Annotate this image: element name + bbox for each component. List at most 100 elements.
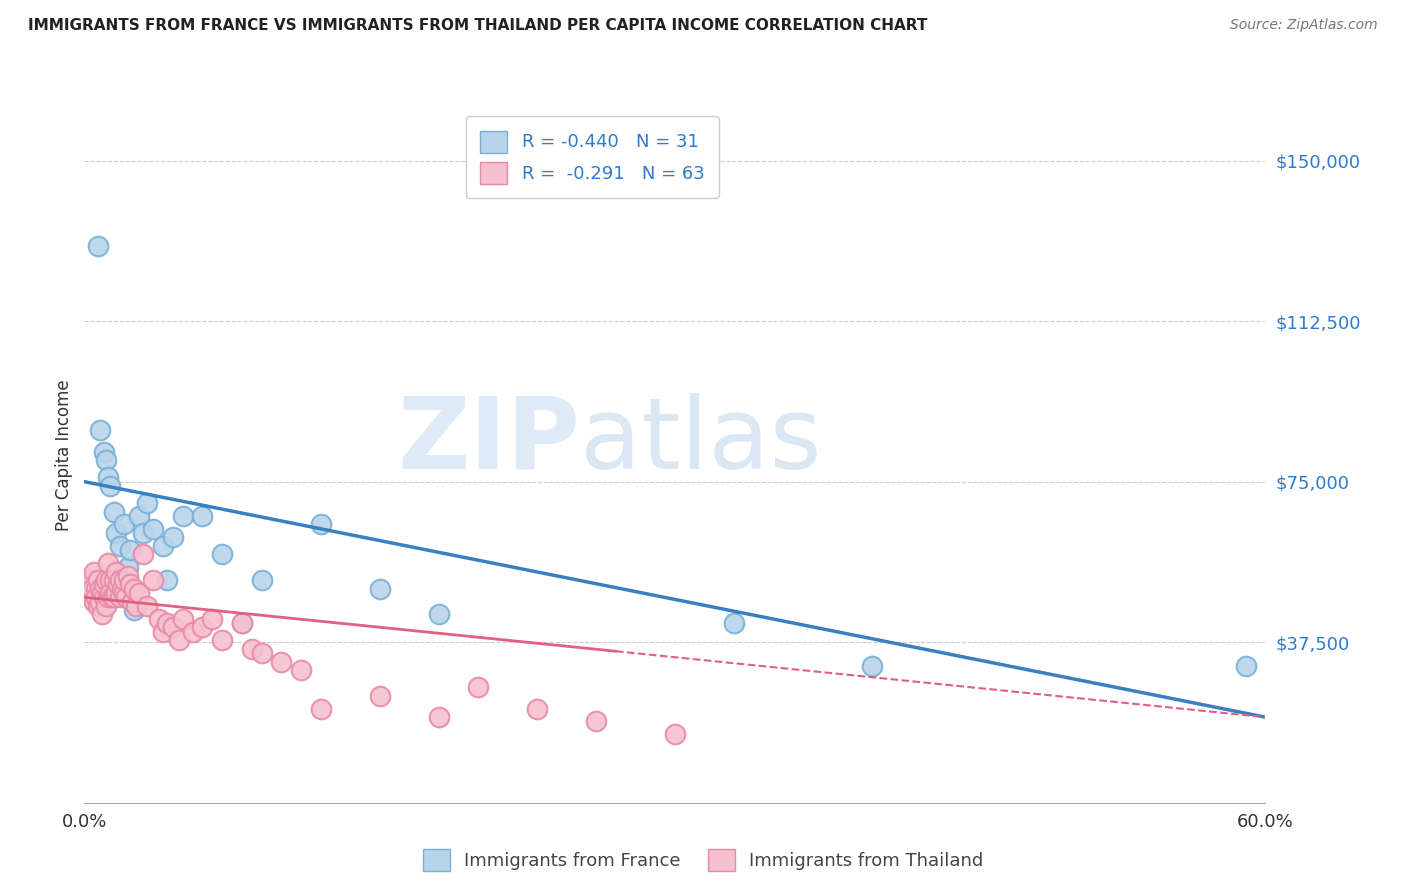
Point bbox=[98, 586, 121, 600]
Point bbox=[172, 508, 194, 523]
Point bbox=[467, 680, 489, 694]
Point bbox=[250, 573, 273, 587]
Point bbox=[211, 548, 233, 562]
Point bbox=[121, 594, 143, 608]
Point bbox=[87, 599, 110, 613]
Point bbox=[87, 239, 110, 253]
Point bbox=[103, 591, 125, 605]
Point bbox=[98, 573, 121, 587]
Point bbox=[108, 539, 131, 553]
Point bbox=[427, 607, 450, 622]
Point bbox=[128, 586, 150, 600]
Point bbox=[240, 641, 263, 656]
Point bbox=[162, 620, 184, 634]
Point bbox=[107, 577, 129, 591]
Point bbox=[664, 727, 686, 741]
Point bbox=[231, 615, 253, 630]
Point bbox=[132, 526, 155, 541]
Point bbox=[191, 620, 214, 634]
Point bbox=[152, 624, 174, 639]
Point bbox=[114, 591, 136, 605]
Point bbox=[368, 689, 391, 703]
Point bbox=[723, 615, 745, 630]
Point bbox=[97, 470, 120, 484]
Point bbox=[89, 423, 111, 437]
Point bbox=[211, 633, 233, 648]
Point bbox=[250, 646, 273, 660]
Point bbox=[124, 599, 146, 613]
Point bbox=[104, 586, 127, 600]
Point bbox=[148, 612, 170, 626]
Point bbox=[231, 615, 253, 630]
Point bbox=[309, 701, 332, 715]
Point bbox=[368, 582, 391, 596]
Point bbox=[108, 591, 131, 605]
Point bbox=[87, 573, 110, 587]
Point bbox=[101, 591, 124, 605]
Point bbox=[94, 599, 117, 613]
Point bbox=[104, 526, 127, 541]
Point bbox=[860, 658, 883, 673]
Point bbox=[82, 582, 104, 596]
Point bbox=[93, 591, 115, 605]
Point bbox=[201, 612, 224, 626]
Point bbox=[270, 655, 292, 669]
Point bbox=[191, 508, 214, 523]
Point bbox=[156, 573, 179, 587]
Point bbox=[118, 543, 141, 558]
Point bbox=[94, 453, 117, 467]
Point bbox=[122, 582, 145, 596]
Point bbox=[136, 496, 159, 510]
Point bbox=[167, 633, 190, 648]
Point bbox=[112, 586, 135, 600]
Point bbox=[122, 603, 145, 617]
Point bbox=[427, 710, 450, 724]
Point bbox=[136, 599, 159, 613]
Text: ZIP: ZIP bbox=[398, 392, 581, 490]
Point bbox=[162, 530, 184, 544]
Point bbox=[79, 573, 101, 587]
Point bbox=[117, 569, 139, 583]
Point bbox=[112, 573, 135, 587]
Point bbox=[181, 624, 204, 639]
Point bbox=[152, 539, 174, 553]
Legend: R = -0.440   N = 31, R =  -0.291   N = 63: R = -0.440 N = 31, R = -0.291 N = 63 bbox=[465, 116, 718, 198]
Point bbox=[97, 591, 120, 605]
Point bbox=[290, 663, 312, 677]
Point bbox=[103, 505, 125, 519]
Point bbox=[108, 573, 131, 587]
Point bbox=[132, 548, 155, 562]
Point bbox=[84, 591, 107, 605]
Text: IMMIGRANTS FROM FRANCE VS IMMIGRANTS FROM THAILAND PER CAPITA INCOME CORRELATION: IMMIGRANTS FROM FRANCE VS IMMIGRANTS FRO… bbox=[28, 18, 928, 33]
Point bbox=[142, 573, 165, 587]
Point bbox=[93, 577, 115, 591]
Text: atlas: atlas bbox=[581, 392, 823, 490]
Point bbox=[98, 479, 121, 493]
Point bbox=[83, 594, 105, 608]
Point bbox=[172, 612, 194, 626]
Point bbox=[89, 594, 111, 608]
Y-axis label: Per Capita Income: Per Capita Income bbox=[55, 379, 73, 531]
Point bbox=[526, 701, 548, 715]
Point bbox=[156, 615, 179, 630]
Point bbox=[112, 517, 135, 532]
Point bbox=[94, 573, 117, 587]
Point bbox=[128, 508, 150, 523]
Point bbox=[103, 573, 125, 587]
Point bbox=[93, 444, 115, 458]
Point bbox=[91, 586, 114, 600]
Point bbox=[97, 556, 120, 570]
Point bbox=[1234, 658, 1257, 673]
Point bbox=[585, 714, 607, 729]
Point bbox=[142, 522, 165, 536]
Point bbox=[89, 582, 111, 596]
Point bbox=[117, 560, 139, 574]
Point bbox=[91, 607, 114, 622]
Text: Source: ZipAtlas.com: Source: ZipAtlas.com bbox=[1230, 18, 1378, 32]
Point bbox=[84, 582, 107, 596]
Legend: Immigrants from France, Immigrants from Thailand: Immigrants from France, Immigrants from … bbox=[415, 842, 991, 879]
Point bbox=[309, 517, 332, 532]
Point bbox=[104, 565, 127, 579]
Point bbox=[83, 565, 105, 579]
Point bbox=[111, 582, 134, 596]
